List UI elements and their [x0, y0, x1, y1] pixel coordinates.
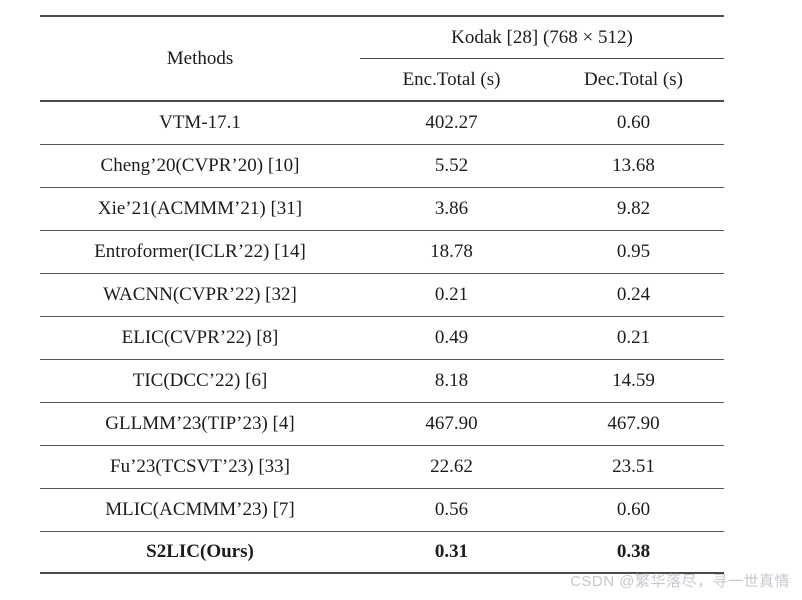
- enc-time-cell: 0.49: [360, 316, 543, 360]
- dec-time-cell: 14.59: [543, 359, 724, 403]
- table-row: WACNN(CVPR’22) [32] 0.21 0.24: [40, 273, 724, 317]
- enc-time-cell: 5.52: [360, 144, 543, 188]
- dec-time-cell: 13.68: [543, 144, 724, 188]
- enc-time-cell: 0.21: [360, 273, 543, 317]
- enc-time-cell: 8.18: [360, 359, 543, 403]
- methods-timing-table: Methods Kodak [28] (768 × 512) Enc.Total…: [40, 15, 724, 574]
- dec-time-cell: 0.60: [543, 488, 724, 532]
- dec-time-cell: 0.60: [543, 101, 724, 145]
- method-name-cell: ELIC(CVPR’22) [8]: [40, 316, 360, 360]
- table-row: ELIC(CVPR’22) [8] 0.49 0.21: [40, 316, 724, 360]
- method-name-cell: Entroformer(ICLR’22) [14]: [40, 230, 360, 274]
- runtime-comparison-table: Methods Kodak [28] (768 × 512) Enc.Total…: [40, 15, 724, 574]
- table-row: TIC(DCC’22) [6] 8.18 14.59: [40, 359, 724, 403]
- method-name-cell: GLLMM’23(TIP’23) [4]: [40, 402, 360, 446]
- enc-time-cell: 3.86: [360, 187, 543, 231]
- method-name-cell: VTM-17.1: [40, 101, 360, 145]
- enc-time-cell: 22.62: [360, 445, 543, 489]
- dec-time-cell: 0.95: [543, 230, 724, 274]
- dec-time-cell: 0.21: [543, 316, 724, 360]
- table-row-ours: S2LIC(Ours) 0.31 0.38: [40, 532, 724, 574]
- column-header-enc-total: Enc.Total (s): [360, 58, 543, 102]
- method-name-cell: WACNN(CVPR’22) [32]: [40, 273, 360, 317]
- enc-time-cell: 0.31: [434, 541, 469, 562]
- method-name-cell: Fu’23(TCSVT’23) [33]: [40, 445, 360, 489]
- column-group-header-kodak: Kodak [28] (768 × 512): [360, 16, 724, 59]
- column-header-dec-total: Dec.Total (s): [543, 58, 724, 102]
- method-name-cell: S2LIC(Ours): [146, 541, 254, 562]
- dec-time-cell: 23.51: [543, 445, 724, 489]
- enc-time-cell: 0.56: [360, 488, 543, 532]
- dec-time-cell: 9.82: [543, 187, 724, 231]
- column-header-methods: Methods: [40, 16, 360, 102]
- table-row: Entroformer(ICLR’22) [14] 18.78 0.95: [40, 230, 724, 274]
- table-row: MLIC(ACMMM’23) [7] 0.56 0.60: [40, 488, 724, 532]
- method-name-cell: TIC(DCC’22) [6]: [40, 359, 360, 403]
- enc-time-cell: 467.90: [360, 402, 543, 446]
- enc-time-cell: 402.27: [360, 101, 543, 145]
- enc-time-cell: 18.78: [360, 230, 543, 274]
- table-row: Fu’23(TCSVT’23) [33] 22.62 23.51: [40, 445, 724, 489]
- table-row: GLLMM’23(TIP’23) [4] 467.90 467.90: [40, 402, 724, 446]
- method-name-cell: Cheng’20(CVPR’20) [10]: [40, 144, 360, 188]
- dec-time-cell: 467.90: [543, 402, 724, 446]
- method-name-cell: MLIC(ACMMM’23) [7]: [40, 488, 360, 532]
- table-row: Cheng’20(CVPR’20) [10] 5.52 13.68: [40, 144, 724, 188]
- table-row: VTM-17.1 402.27 0.60: [40, 101, 724, 145]
- dec-time-cell: 0.38: [616, 541, 651, 562]
- table-row: Xie’21(ACMMM’21) [31] 3.86 9.82: [40, 187, 724, 231]
- csdn-watermark: CSDN @繁华落尽，寻一世真情: [570, 573, 790, 590]
- dec-time-cell: 0.24: [543, 273, 724, 317]
- method-name-cell: Xie’21(ACMMM’21) [31]: [40, 187, 360, 231]
